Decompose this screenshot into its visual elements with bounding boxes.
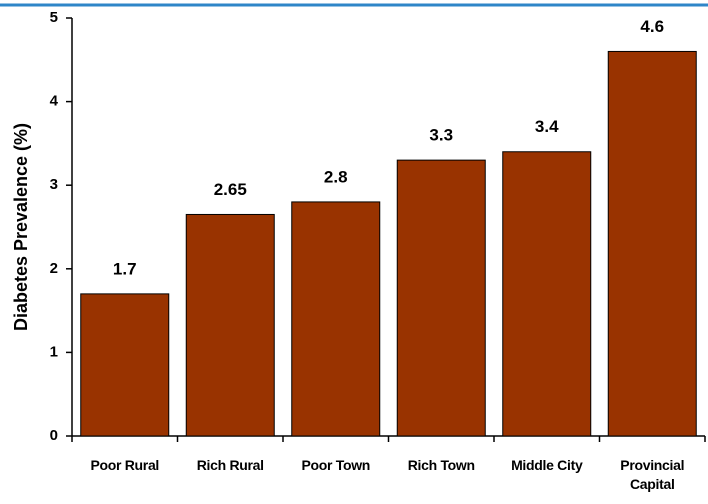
x-tick-label: Middle City [511, 457, 583, 473]
y-tick-label: 0 [50, 427, 58, 444]
x-tick-label: Poor Rural [90, 457, 160, 473]
data-label: 2.8 [324, 167, 348, 186]
data-label: 4.6 [640, 17, 664, 36]
x-tick-label: Poor Town [301, 457, 371, 473]
data-label: 3.3 [429, 126, 453, 145]
y-axis-label: Diabetes Prevalence (%) [11, 123, 31, 331]
x-tick-label: Rich Rural [196, 457, 264, 473]
y-tick-label: 4 [50, 93, 59, 110]
bar [185, 213, 275, 437]
x-tick-label-box: Poor Town [301, 457, 371, 473]
bar [607, 50, 697, 437]
y-tick-label: 2 [50, 260, 58, 277]
x-tick-label-box: Rich Rural [196, 457, 264, 473]
y-tick-label: 5 [50, 9, 58, 26]
x-tick-label-box: Middle City [511, 457, 583, 473]
x-tick-label: Rich Town [407, 457, 475, 473]
bar [396, 159, 486, 437]
bar [502, 151, 592, 437]
x-tick-label-box: Provincial Capital [620, 457, 685, 492]
bar [291, 201, 381, 437]
data-label: 3.4 [535, 117, 559, 136]
y-tick-label: 3 [50, 176, 58, 193]
y-tick-label: 1 [50, 343, 58, 360]
data-label: 2.65 [214, 180, 247, 199]
x-tick-label-box: Poor Rural [90, 457, 160, 473]
data-label: 1.7 [113, 259, 137, 278]
x-tick-label: Provincial Capital [620, 457, 685, 492]
x-tick-label-box: Rich Town [407, 457, 475, 473]
bar [80, 293, 170, 437]
